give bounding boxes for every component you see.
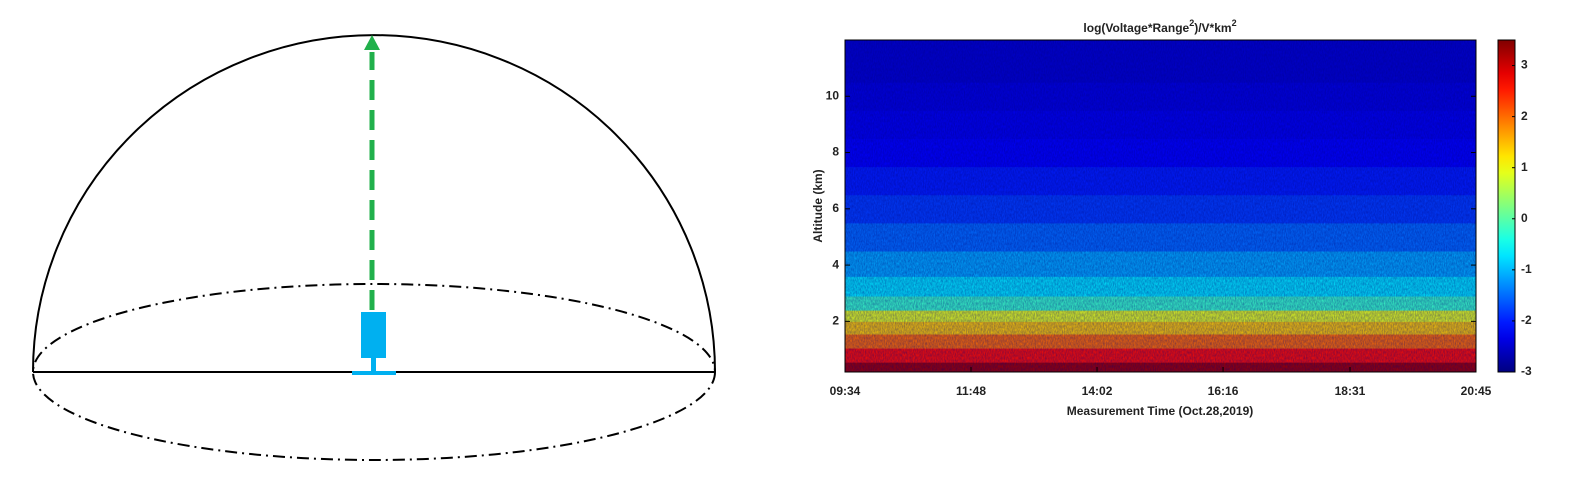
- y-tick-label: 10: [826, 88, 840, 102]
- x-tick-label: 09:34: [830, 384, 861, 398]
- title-part: )/V*km: [1194, 21, 1231, 35]
- title-sup: 2: [1189, 18, 1194, 28]
- y-tick-label: 6: [832, 201, 839, 215]
- y-tick-label: 2: [832, 314, 839, 328]
- x-axis-label: Measurement Time (Oct.28,2019): [1067, 404, 1254, 418]
- colorbar-tick-label: 0: [1521, 211, 1528, 225]
- y-tick-label: 8: [832, 145, 839, 159]
- beam-arrowhead: [364, 35, 380, 50]
- colorbar-tick-label: 1: [1521, 160, 1528, 174]
- heatmap: [845, 40, 1476, 373]
- y-axis-label: Altitude (km): [811, 169, 825, 242]
- plot-frame: [844, 39, 1477, 373]
- lidar-base: [352, 371, 396, 375]
- colorbar-tick-label: -1: [1521, 262, 1532, 276]
- lidar-chart: log(Voltage*Range2)/V*km2 Measurement Ti…: [811, 18, 1532, 418]
- colorbar: [1497, 39, 1516, 373]
- lidar-body: [361, 312, 386, 358]
- title-part: log(Voltage*Range: [1083, 21, 1189, 35]
- x-tick-label: 18:31: [1335, 384, 1366, 398]
- title-sup: 2: [1232, 18, 1237, 28]
- noise-texture: [845, 40, 1476, 372]
- colorbar-tick-label: 3: [1521, 58, 1528, 72]
- colorbar-tick-label: 2: [1521, 109, 1528, 123]
- x-tick-label: 20:45: [1461, 384, 1492, 398]
- x-tick-label: 16:16: [1208, 384, 1239, 398]
- chart-title: log(Voltage*Range2)/V*km2: [1083, 18, 1236, 35]
- x-tick-label: 11:48: [956, 384, 986, 398]
- y-tick-label: 4: [832, 257, 839, 271]
- hemisphere-diagram: [32, 34, 716, 461]
- x-tick-label: 14:02: [1082, 384, 1113, 398]
- dome: [32, 34, 716, 373]
- lidar-stem: [371, 358, 376, 372]
- colorbar-tick-label: -2: [1521, 313, 1532, 327]
- colorbar-tick-label: -3: [1521, 364, 1532, 378]
